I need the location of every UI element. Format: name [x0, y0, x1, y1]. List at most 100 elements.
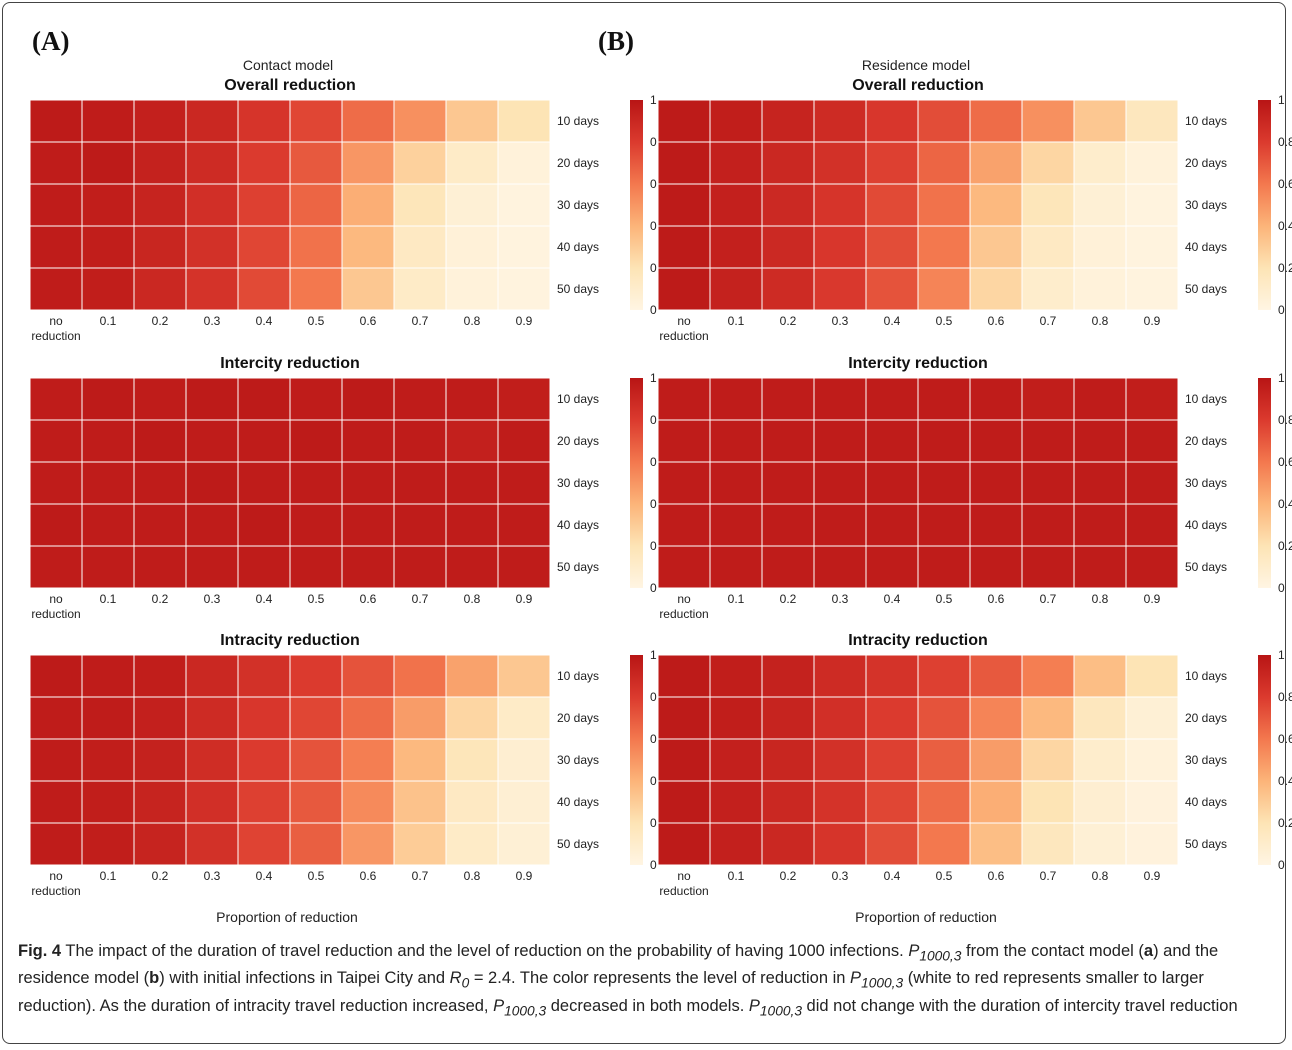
- x-tick-label: 0.8: [1092, 314, 1109, 328]
- heatmap-cell: [341, 377, 395, 421]
- x-tick-label: 0.1: [728, 314, 745, 328]
- heatmap-cell: [445, 377, 499, 421]
- heatmap-cell: [969, 419, 1023, 463]
- heatmap-cell: [1073, 225, 1127, 269]
- x-tick-label: 0.9: [516, 592, 533, 606]
- heatmap-title: Intracity reduction: [848, 632, 988, 649]
- heatmap-b-3: Intracity reduction 10 days 20 days 30 days…: [657, 632, 1292, 898]
- heatmap-cell: [1125, 696, 1179, 740]
- heatmap-cell: [289, 141, 343, 185]
- colorbar: [1258, 378, 1271, 588]
- heatmap-cell: [237, 461, 291, 505]
- caption-text-3: ) and the residence model (: [18, 942, 1219, 988]
- y-tick-label: 20 days: [557, 434, 599, 448]
- heatmap-cell: [813, 141, 867, 185]
- heatmap-cell: [813, 654, 867, 698]
- heatmap-cell: [1021, 225, 1075, 269]
- heatmap-cell: [29, 183, 83, 227]
- heatmap-cell: [761, 738, 815, 782]
- heatmap-cell: [185, 267, 239, 311]
- heatmap-cell: [29, 738, 83, 782]
- x-tick-label: 0.6: [988, 869, 1005, 883]
- heatmap-cell: [917, 183, 971, 227]
- heatmap-cell: [445, 99, 499, 143]
- heatmap-cell: [761, 141, 815, 185]
- caption-p-symbol: P1000,3: [493, 996, 547, 1018]
- heatmap-cell: [1021, 99, 1075, 143]
- x-tick-label: 0.2: [780, 592, 797, 606]
- y-tick-label: 10 days: [557, 114, 599, 128]
- heatmap-cell: [497, 822, 551, 866]
- heatmap-cell: [1073, 654, 1127, 698]
- colorbar-tick-label: 1: [1278, 648, 1285, 662]
- heatmap-cell: [289, 267, 343, 311]
- heatmap-cell: [657, 267, 711, 311]
- colorbar-tick-label: 0.8: [1278, 135, 1292, 149]
- heatmap-cell: [237, 267, 291, 311]
- heatmap-cell: [29, 780, 83, 824]
- heatmap-cell: [133, 545, 187, 589]
- x-tick-label: 0.2: [152, 592, 169, 606]
- y-tick-label: 20 days: [1185, 156, 1227, 170]
- heatmap-cell: [341, 461, 395, 505]
- heatmap-cell: [289, 654, 343, 698]
- figure-heatmaps: (A) (B) Contact model Residence model Ov…: [29, 26, 1292, 925]
- heatmap-cell: [1125, 99, 1179, 143]
- heatmap-cell: [969, 696, 1023, 740]
- heatmap-cell: [917, 822, 971, 866]
- heatmap-cell: [917, 377, 971, 421]
- heatmap-cell: [237, 183, 291, 227]
- heatmap-cell: [497, 461, 551, 505]
- y-tick-label: 20 days: [557, 711, 599, 725]
- colorbar-tick-label: 1: [1278, 371, 1285, 385]
- heatmap-cell: [341, 503, 395, 547]
- caption-text-5: = 2.4. The color represents the level of…: [469, 969, 851, 988]
- colorbar-tick-label: 0: [650, 303, 657, 317]
- heatmap-cell: [185, 141, 239, 185]
- heatmap-cell: [445, 654, 499, 698]
- heatmap-title: Intercity reduction: [848, 355, 988, 372]
- heatmap-cell: [133, 461, 187, 505]
- heatmap-cell: [445, 267, 499, 311]
- y-tick-label: 20 days: [1185, 434, 1227, 448]
- y-tick-label: 50 days: [1185, 560, 1227, 574]
- heatmap-cell: [185, 503, 239, 547]
- heatmap-cell: [709, 738, 763, 782]
- heatmap-cell: [393, 654, 447, 698]
- heatmap-cell: [761, 822, 815, 866]
- heatmap-cell: [813, 225, 867, 269]
- heatmap-cell: [813, 738, 867, 782]
- heatmap-grid: Overall reduction 10 days 20 days 30 days 40…: [29, 77, 1292, 898]
- x-tick-label: 0.1: [100, 592, 117, 606]
- heatmap-cell: [969, 225, 1023, 269]
- colorbar-tick-label: 0: [650, 581, 657, 595]
- panel-a-model-title: Contact model: [243, 57, 333, 73]
- heatmap-cell: [341, 141, 395, 185]
- heatmap-cell: [133, 377, 187, 421]
- heatmap-cell: [813, 183, 867, 227]
- heatmap-cell: [657, 183, 711, 227]
- heatmap-cell: [445, 183, 499, 227]
- x-tick-label: no reduction: [31, 869, 80, 898]
- y-tick-label: 10 days: [1185, 114, 1227, 128]
- heatmap-cell: [761, 780, 815, 824]
- heatmap-cell: [289, 545, 343, 589]
- y-tick-label: 40 days: [557, 795, 599, 809]
- heatmap-cell: [969, 780, 1023, 824]
- x-tick-label: 0.6: [988, 592, 1005, 606]
- heatmap-cell: [865, 461, 919, 505]
- colorbar-tick-label: 0.6: [1278, 177, 1292, 191]
- heatmap-cell: [29, 822, 83, 866]
- colorbar-tick-label: 0: [650, 858, 657, 872]
- heatmap-cell: [393, 99, 447, 143]
- heatmap-cell: [917, 141, 971, 185]
- heatmap-cell: [709, 545, 763, 589]
- heatmap-cell: [497, 99, 551, 143]
- heatmap-cell: [709, 99, 763, 143]
- heatmap-cell: [185, 461, 239, 505]
- heatmap-cell: [185, 183, 239, 227]
- heatmap-cell: [969, 822, 1023, 866]
- y-tick-label: 40 days: [1185, 240, 1227, 254]
- heatmap-cell: [341, 267, 395, 311]
